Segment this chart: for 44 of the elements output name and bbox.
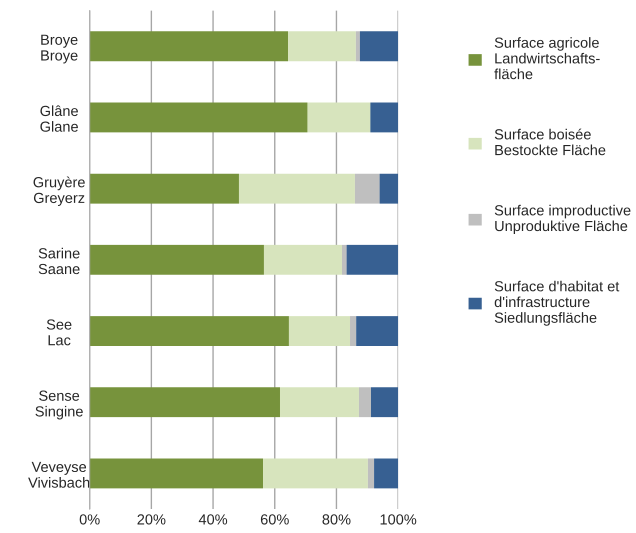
bar (90, 458, 264, 488)
bar (307, 102, 370, 132)
bar (90, 31, 288, 62)
bar (238, 174, 355, 204)
bar (288, 31, 356, 62)
y-tick-label: Gruyère Greyerz (34, 176, 85, 206)
x-tick-label: 40% (198, 514, 228, 525)
bar (356, 316, 398, 346)
legend-label: Surface agricole Landwirtschafts- fläche (494, 37, 600, 80)
bar (356, 31, 360, 62)
bar (342, 244, 347, 275)
bar (90, 387, 280, 418)
x-tick-label: 20% (138, 514, 166, 525)
bar (288, 316, 350, 346)
bar (374, 458, 398, 488)
bar (90, 174, 239, 204)
legend-label: Surface boisée Bestockte Fläche (494, 128, 606, 156)
y-tick-label: Broye Broye (41, 34, 78, 64)
y-tick-label: Veveyse Vivisbach (28, 462, 90, 488)
y-tick-label: See Lac (46, 319, 72, 346)
y-tick-label: Sarine Saane (38, 248, 80, 274)
bar (360, 31, 398, 62)
bar (350, 316, 356, 346)
bar (264, 244, 342, 275)
bar (280, 387, 359, 418)
y-tick-label: Sense Singine (35, 390, 83, 420)
bar (354, 174, 380, 204)
bar (263, 458, 368, 488)
bar (370, 387, 398, 418)
legend-label: Surface improductive Unproduktive Fläche (494, 204, 630, 234)
bar (90, 244, 264, 275)
bar (380, 174, 398, 204)
legend-label: Surface d'habitat et d'infrastructure Siedlungsfläche (494, 280, 620, 326)
x-tick-label: 80% (322, 514, 351, 525)
bar (90, 316, 289, 346)
bar (368, 458, 374, 488)
bar (90, 102, 308, 132)
x-tick-label: 0% (80, 514, 100, 525)
bar (346, 244, 398, 275)
bar (358, 387, 371, 418)
x-tick-label: 100% (380, 514, 416, 525)
bar (370, 102, 398, 132)
x-tick-label: 60% (260, 514, 289, 525)
y-tick-label: Glâne Glane (40, 105, 78, 132)
